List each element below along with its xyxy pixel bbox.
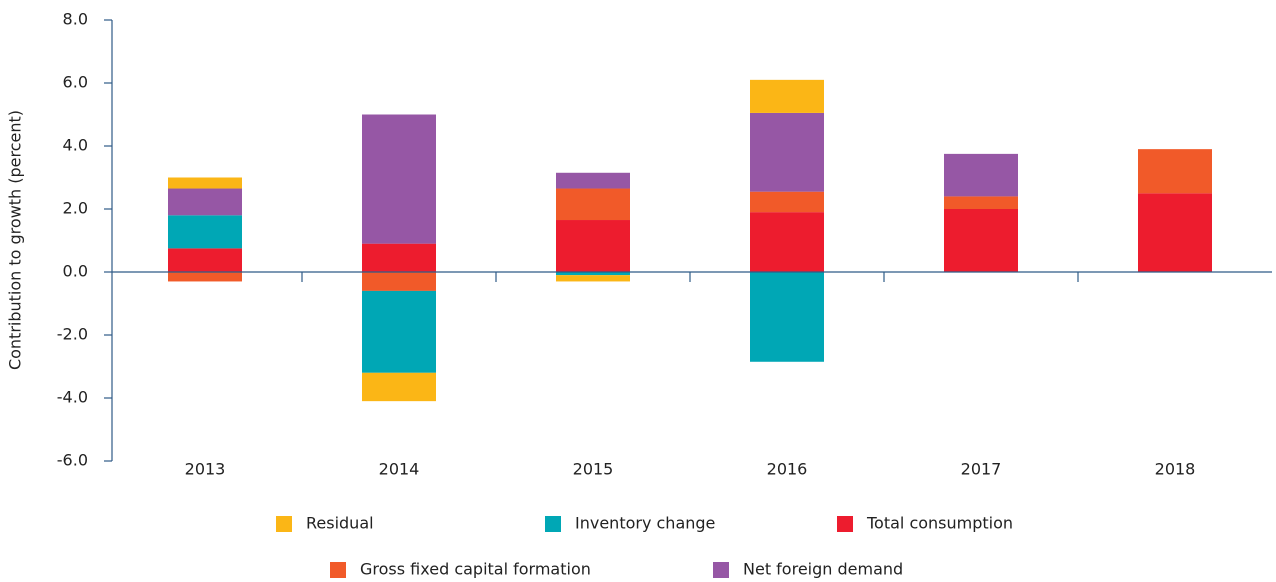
bar-segment <box>556 275 630 282</box>
y-tick-label: -6.0 <box>57 451 88 470</box>
x-tick-label: 2018 <box>1155 460 1196 479</box>
x-tick-label: 2013 <box>185 460 226 479</box>
bar-segment <box>556 220 630 272</box>
legend-label: Residual <box>306 514 374 533</box>
legend-label: Net foreign demand <box>743 560 903 579</box>
y-axis-label: Contribution to growth (percent) <box>6 110 25 370</box>
bar-segment <box>168 177 242 189</box>
bar-segment <box>168 248 242 272</box>
bar-segment <box>556 188 630 221</box>
bar-segment <box>362 272 436 291</box>
bar-segment <box>556 272 630 276</box>
y-tick-label: -4.0 <box>57 388 88 407</box>
legend-swatch <box>837 516 853 532</box>
legend-label: Gross fixed capital formation <box>360 560 591 579</box>
legend-label: Total consumption <box>866 514 1013 533</box>
bar-segment <box>1138 193 1212 272</box>
legend-swatch <box>276 516 292 532</box>
bar-segment <box>944 153 1018 197</box>
x-tick-label: 2015 <box>573 460 614 479</box>
legend-swatch <box>713 562 729 578</box>
bar-segment <box>944 209 1018 272</box>
bar-segment <box>362 114 436 244</box>
legend-swatch <box>330 562 346 578</box>
y-tick-label: 8.0 <box>63 10 88 29</box>
x-tick-label: 2016 <box>767 460 808 479</box>
y-tick-label: 0.0 <box>63 262 88 281</box>
y-tick-label: 2.0 <box>63 199 88 218</box>
bar-segment <box>168 188 242 216</box>
legend-swatch <box>545 516 561 532</box>
y-tick-label: -2.0 <box>57 325 88 344</box>
bar-segment <box>750 212 824 272</box>
bar-segment <box>168 215 242 249</box>
bar-segment <box>750 272 824 362</box>
bar-segment <box>556 172 630 189</box>
bar-segment <box>362 290 436 373</box>
bar-segment <box>362 372 436 402</box>
bar-segment <box>1138 149 1212 194</box>
bar-segment <box>750 191 824 213</box>
bar-segment <box>362 243 436 272</box>
y-tick-label: 6.0 <box>63 73 88 92</box>
bar-segment <box>168 272 242 282</box>
bar-segment <box>944 196 1018 209</box>
legend-label: Inventory change <box>575 514 715 533</box>
y-tick-label: 4.0 <box>63 136 88 155</box>
x-tick-label: 2017 <box>961 460 1002 479</box>
x-tick-label: 2014 <box>379 460 420 479</box>
bar-segment <box>750 79 824 113</box>
bar-segment <box>750 112 824 192</box>
